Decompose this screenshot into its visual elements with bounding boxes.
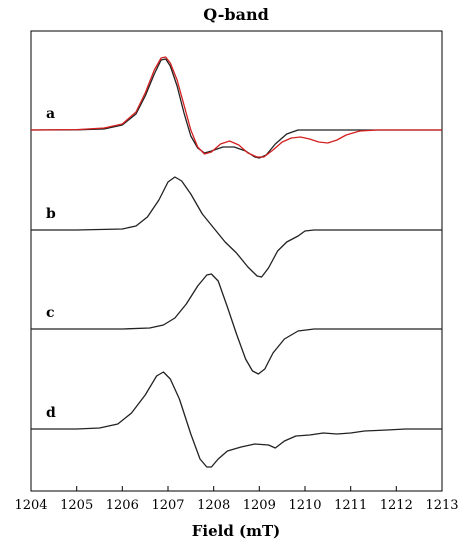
x-tick-label-1207: 1207 <box>151 498 184 513</box>
trace-label-b: b <box>46 206 56 222</box>
x-tick-label-1205: 1205 <box>60 498 93 513</box>
series-line-a-0 <box>30 58 442 159</box>
series-line-c-3 <box>31 273 442 375</box>
x-tick-label-1208: 1208 <box>197 498 230 513</box>
trace-label-c: c <box>46 305 55 321</box>
series-layer: a b c d <box>30 56 442 468</box>
trace-label-a: a <box>46 106 55 122</box>
x-tick-label-1211: 1211 <box>334 498 367 513</box>
trace-label-d: d <box>46 405 56 421</box>
x-axis-label: Field (mT) <box>192 522 281 540</box>
plot-frame <box>30 30 443 492</box>
x-tick-label-1213: 1213 <box>425 498 458 513</box>
series-line-a-1 <box>30 56 442 158</box>
series-line-d-4 <box>31 371 442 468</box>
x-axis-ticks: 1204 1205 1206 1207 1208 1209 1210 1211 1212 1213 <box>14 486 459 513</box>
x-tick-label-1206: 1206 <box>106 498 139 513</box>
x-tick-label-1204: 1204 <box>14 498 47 513</box>
series-line-b-2 <box>31 176 442 278</box>
chart-title: Q-band <box>203 5 269 24</box>
x-tick-label-1210: 1210 <box>288 498 321 513</box>
x-tick-label-1209: 1209 <box>243 498 276 513</box>
x-tick-label-1212: 1212 <box>380 498 413 513</box>
